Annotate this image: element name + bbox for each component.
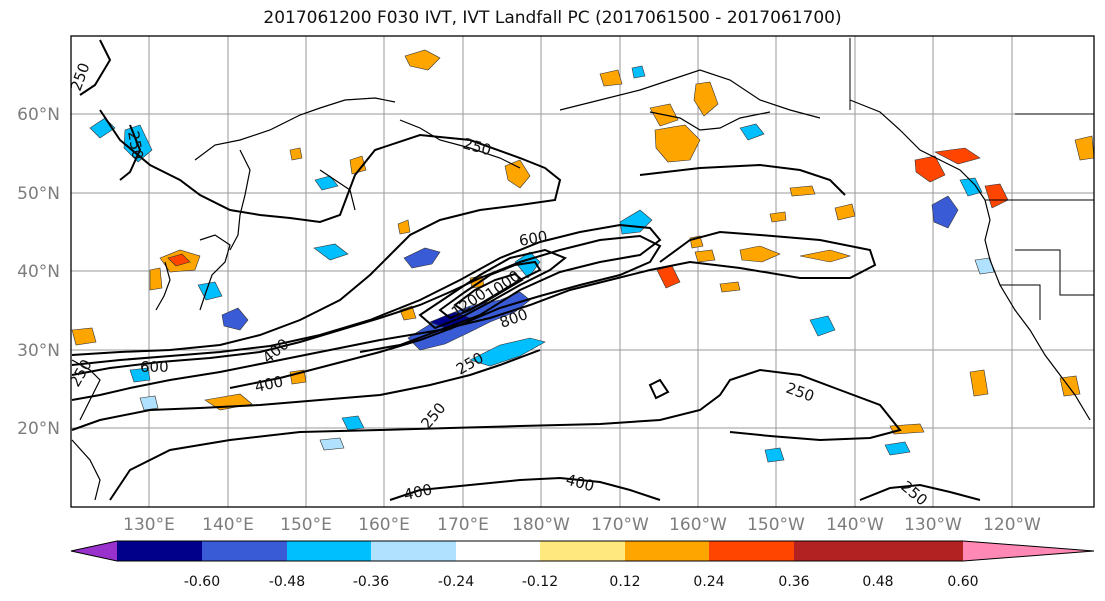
colorbar-segment (878, 541, 963, 561)
lat-label: 40°N (17, 262, 60, 282)
lon-label: 160°W (669, 515, 727, 535)
colorbar-tick-label: -0.12 (522, 574, 558, 590)
colorbar-segment (117, 541, 202, 561)
lon-label: 170°W (591, 515, 649, 535)
colorbar-segment (202, 541, 287, 561)
colorbar-ticks: -0.60 -0.48 -0.36 -0.24 -0.12 0.12 0.24 … (184, 574, 979, 590)
colorbar-tick-label: 0.48 (862, 574, 893, 590)
lon-label: 140°W (826, 515, 884, 535)
colorbar-tick-label: -0.60 (184, 574, 220, 590)
colorbar-segment (794, 541, 878, 561)
ivt-contours (71, 39, 981, 501)
lat-label: 30°N (17, 341, 60, 361)
graticule (71, 36, 1094, 507)
colorbar-tick-label: 0.12 (609, 574, 640, 590)
lon-label: 180°W (512, 515, 570, 535)
coastlines (71, 69, 1091, 501)
lon-label: 170°E (437, 515, 489, 535)
lat-label: 50°N (17, 184, 60, 204)
contour-label: 600 (140, 358, 169, 376)
colorbar-tick-label: 0.60 (947, 574, 978, 590)
contour-label: 400 (402, 480, 434, 504)
lon-label: 150°W (747, 515, 805, 535)
colorbar-tick-label: 0.24 (693, 574, 724, 590)
colorbar-tick-label: -0.48 (269, 574, 305, 590)
colorbar-segment (709, 541, 794, 561)
lon-label: 130°E (123, 515, 175, 535)
lat-label: 60°N (17, 105, 60, 125)
colorbar-tick-label: -0.24 (438, 574, 474, 590)
lon-label: 140°E (202, 515, 254, 535)
colorbar-segment (287, 541, 371, 561)
lon-label: 150°E (280, 515, 332, 535)
contour-label: 400 (253, 372, 285, 396)
lon-label: 130°W (904, 515, 962, 535)
latitude-labels: 60°N 50°N 40°N 30°N 20°N (17, 105, 60, 439)
longitude-labels: 130°E 140°E 150°E 160°E 170°E 180°W 170°… (123, 515, 1041, 535)
contour-label: 250 (124, 130, 147, 161)
colorbar-segment (371, 541, 456, 561)
lon-label: 160°E (358, 515, 410, 535)
colorbar-tick-label: 0.36 (778, 574, 809, 590)
colorbar-segment (540, 541, 625, 561)
contour-label: 600 (518, 227, 549, 250)
colorbar-extend-left (71, 541, 117, 561)
colorbar-segment (456, 541, 540, 561)
lon-label: 120°W (983, 515, 1041, 535)
map-border (70, 35, 1095, 508)
colorbar-segment (625, 541, 709, 561)
colorbar-tick-label: -0.36 (353, 574, 389, 590)
colorbar: -0.60 -0.48 -0.36 -0.24 -0.12 0.12 0.24 … (70, 540, 1095, 590)
lat-label: 20°N (17, 419, 60, 439)
map-title: 2017061200 F030 IVT, IVT Landfall PC (20… (263, 8, 842, 28)
colorbar-extend-right (963, 541, 1094, 561)
borders (849, 38, 1094, 320)
